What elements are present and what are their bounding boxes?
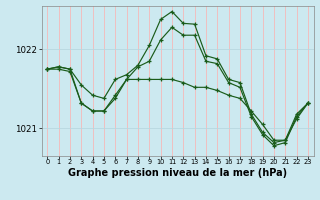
X-axis label: Graphe pression niveau de la mer (hPa): Graphe pression niveau de la mer (hPa) (68, 168, 287, 178)
